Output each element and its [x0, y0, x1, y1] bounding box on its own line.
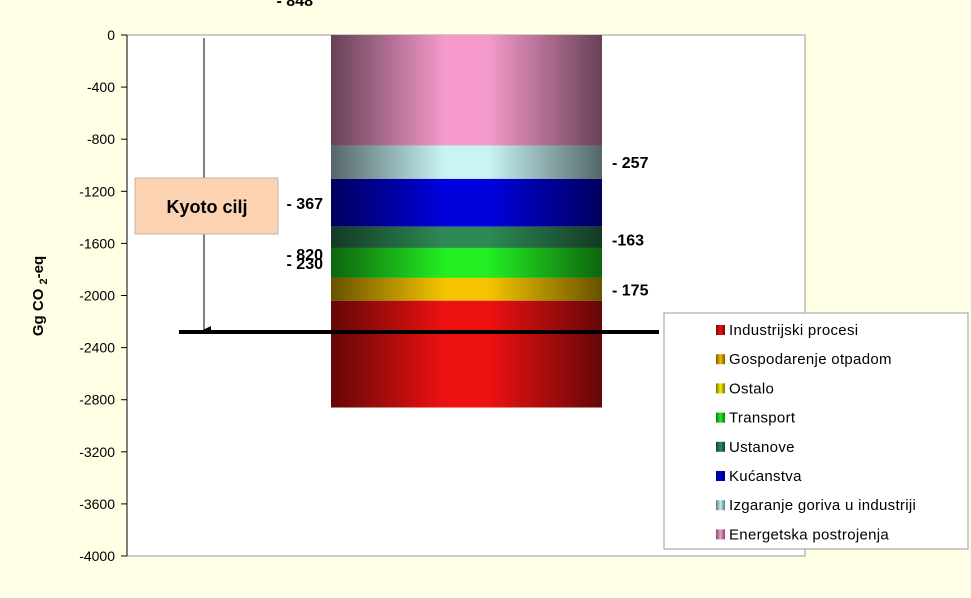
- bar-segment-ustanove: [331, 226, 602, 248]
- data-label-transport: - 230: [287, 256, 324, 273]
- bar-segment-kucanstva: [331, 178, 602, 227]
- kyoto-target-label: Kyoto cilj: [166, 197, 247, 217]
- y-tick-label: -800: [87, 131, 115, 147]
- legend-swatch-izgaranje-goriva-u-industriji: [716, 500, 725, 511]
- y-tick-label: -2400: [79, 340, 115, 356]
- y-axis-label-subscript: 2: [38, 278, 50, 284]
- data-label-gospodarenje-otpadom: - 175: [612, 282, 649, 299]
- kyoto-target-box: [134, 177, 279, 235]
- data-label-ustanove: -163: [612, 232, 644, 249]
- legend-swatch-gospodarenje-otpadom: [716, 354, 725, 365]
- legend-swatch-ustanove: [716, 441, 725, 452]
- bar-segment-gospodarenje-otpadom: [331, 277, 602, 301]
- y-tick-label: -3200: [79, 444, 115, 460]
- y-tick-label: -3600: [79, 496, 115, 512]
- y-axis-label-tail: -eq: [30, 256, 47, 279]
- legend-label-transport: Transport: [729, 410, 796, 427]
- y-tick-label: -1200: [79, 183, 115, 199]
- y-tick-label: -4000: [79, 548, 115, 564]
- legend-swatch-energetska-postrojenja: [716, 529, 725, 540]
- bar-segment-transport: [331, 247, 602, 278]
- bar-segment-industrijski-procesi: [331, 300, 602, 408]
- y-axis-label-main: Gg CO: [30, 284, 47, 336]
- legend-label-ostalo: Ostalo: [729, 380, 774, 397]
- legend-swatch-transport: [716, 412, 725, 423]
- bar-segment-izgaranje-goriva-u-industriji: [331, 145, 602, 179]
- y-axis-label: Gg CO 2-eq: [30, 256, 50, 336]
- data-label-industrijski-procesi: - 820: [287, 247, 324, 264]
- legend-label-energetska-postrojenja: Energetska postrojenja: [729, 526, 889, 543]
- legend-swatch-ostalo: [716, 383, 725, 394]
- y-tick-label: 0: [107, 27, 115, 43]
- legend-swatch-kucanstva: [716, 471, 725, 481]
- data-label-kucanstva: - 367: [287, 196, 324, 213]
- data-label-izgaranje-goriva-u-industriji: - 257: [612, 155, 649, 172]
- legend-label-gospodarenje-otpadom: Gospodarenje otpadom: [729, 351, 892, 368]
- legend-swatch-industrijski-procesi: [716, 325, 725, 335]
- y-tick-label: -400: [87, 79, 115, 95]
- y-tick-label: -2800: [79, 392, 115, 408]
- y-tick-label: -1600: [79, 235, 115, 251]
- legend-label-izgaranje-goriva-u-industriji: Izgaranje goriva u industriji: [729, 497, 916, 514]
- data-label-energetska-postrojenja: - 848: [277, 0, 314, 10]
- bar-segment-energetska-postrojenja: [331, 35, 602, 146]
- legend-label-kucanstva: Kućanstva: [729, 468, 802, 485]
- legend-label-industrijski-procesi: Industrijski procesi: [729, 322, 858, 339]
- y-tick-label: -2000: [79, 288, 115, 304]
- legend-label-ustanove: Ustanove: [729, 439, 795, 456]
- legend-box: [663, 312, 969, 550]
